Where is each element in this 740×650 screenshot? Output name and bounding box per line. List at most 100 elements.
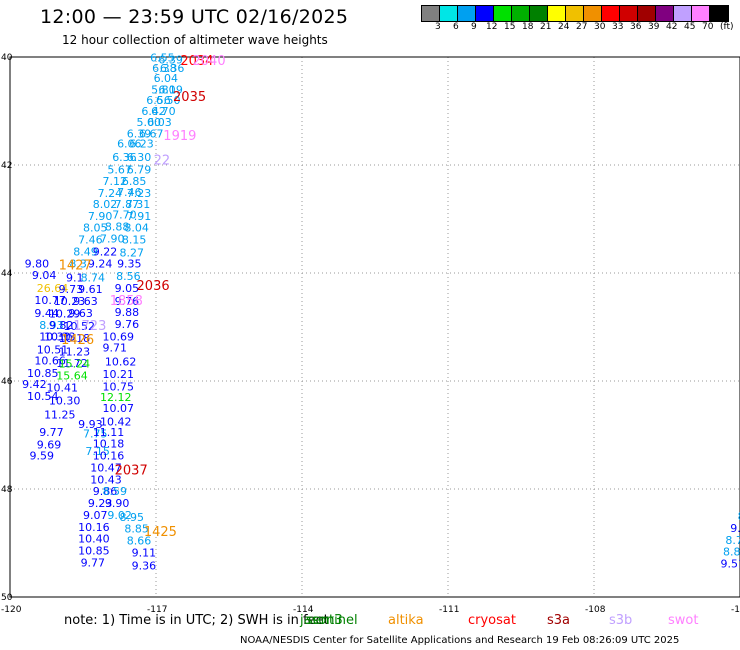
pass-time-label: 2040	[193, 54, 226, 69]
color-swatch	[656, 6, 674, 21]
map-frame	[9, 56, 740, 598]
wave-height-value: 26.64	[37, 282, 68, 295]
wave-height-value: 9.13	[730, 522, 740, 535]
mission-legend: jason3 sentinel altika cryosat s3a s3b swot	[0, 613, 740, 629]
wave-height-value: 8.56	[116, 270, 140, 283]
color-scale-label: 45	[684, 22, 696, 32]
pass-time-label: 2034	[180, 54, 213, 69]
color-swatch	[494, 6, 512, 21]
wave-height-value: 10.66	[34, 354, 65, 367]
wave-height-value: 8.84	[723, 546, 740, 559]
wave-height-value: 8.49	[73, 245, 98, 258]
wave-height-value: 6.30	[127, 151, 152, 164]
wave-height-value: 9.71	[102, 342, 127, 355]
wave-height-value: 7.31	[126, 198, 150, 211]
wave-height-value: 9.02	[107, 509, 132, 522]
longitude-tick-label: -111	[439, 605, 459, 615]
wave-height-value: 11.11	[93, 426, 125, 439]
wave-height-value: 10.47	[90, 461, 122, 474]
mission-legend-s3b: s3b	[609, 613, 633, 628]
wave-height-value: 7.12	[102, 175, 127, 188]
wave-height-value: 6.38	[152, 62, 177, 75]
pass-time-label: 1426	[61, 333, 94, 348]
color-swatch	[638, 6, 656, 21]
pass-time-label: 2035	[173, 90, 206, 105]
wave-height-value: 10.85	[27, 367, 59, 380]
wave-height-value: 7.90	[100, 232, 125, 245]
longitude-tick-label: -105	[731, 605, 740, 615]
wave-height-value: 10.33	[44, 331, 76, 344]
wave-height-value: 10.21	[102, 368, 134, 381]
wave-height-value: 9.86	[93, 485, 118, 498]
color-swatch	[602, 6, 620, 21]
wave-height-value: 8.93	[39, 319, 64, 332]
wave-height-value: 9.44	[34, 307, 59, 320]
wave-height-value: 9.59	[29, 450, 54, 463]
map-title: 12:00 — 23:59 UTC 02/16/2025	[40, 6, 349, 28]
footer-credit: NOAA/NESDIS Center for Satellite Applica…	[240, 635, 680, 646]
longitude-tick-label: -120	[1, 605, 22, 615]
wave-height-value: 7.15	[85, 445, 110, 458]
wave-height-value: 6.70	[151, 105, 176, 118]
mission-legend-cryosat: cryosat	[468, 613, 516, 628]
axis-ticks: -120 -117 -114 -111 -108 -105 40 42 44 46 48 50	[1, 53, 740, 615]
color-swatch	[710, 6, 728, 21]
mission-legend-s3a: s3a	[547, 613, 571, 628]
wave-height-value: 10.54	[27, 390, 59, 403]
wave-height-value: 8.02	[93, 198, 118, 211]
color-swatch	[692, 6, 710, 21]
wave-height-value: 10.30	[39, 331, 70, 344]
wave-height-value: 6.79	[127, 163, 152, 176]
wave-height-value: 10.62	[105, 356, 136, 369]
wave-height-value: 8.80	[738, 510, 740, 523]
wave-height-value: 9.77	[81, 556, 106, 569]
color-swatch	[512, 6, 530, 21]
wave-height-color-scale	[421, 5, 729, 22]
wave-height-value: 9.69	[37, 439, 62, 452]
wave-height-value: 8.88	[105, 221, 129, 234]
wave-height-value: 10.16	[78, 521, 110, 534]
pass-time-label: 2037	[115, 464, 148, 479]
color-scale-label: 15	[504, 22, 516, 32]
color-scale-label: (ft)	[720, 22, 734, 32]
wave-height-value: 9.63	[73, 295, 98, 308]
wave-height-value: 8.04	[124, 222, 149, 235]
color-scale-label: 39	[648, 22, 660, 32]
mission-legend-altika: altika	[388, 613, 424, 628]
latitude-tick-label: 46	[1, 377, 13, 387]
wave-height-value: 10.23	[54, 295, 86, 308]
color-swatch	[458, 6, 476, 21]
wave-height-value: 8.05	[83, 222, 108, 235]
pass-time-label: 2036	[137, 279, 170, 294]
wave-height-value: 8.95	[120, 511, 145, 524]
wave-height-value: 9.61	[78, 283, 103, 296]
wave-height-value: 9.36	[132, 560, 157, 573]
wave-height-value: 9.05	[115, 282, 140, 295]
wave-height-value: 10.41	[47, 381, 79, 394]
wave-height-value: 6.39	[158, 54, 183, 67]
wave-height-value: 10.18	[93, 438, 125, 451]
wave-height-value: 6.36	[160, 62, 185, 75]
wave-height-value: 6.36	[112, 151, 137, 164]
wave-height-value: 6.50	[156, 94, 181, 107]
wave-height-value: 10.75	[102, 380, 134, 393]
mission-legend-jason3: jason3	[300, 613, 343, 628]
wave-height-value: 9.1	[66, 271, 84, 284]
wave-height-value: 10.51	[37, 344, 68, 357]
wave-height-value: 9.63	[68, 307, 93, 320]
color-swatch	[674, 6, 692, 21]
wave-height-value: 7.75	[83, 427, 108, 440]
wave-height-value: 11.23	[59, 345, 91, 358]
pass-time-label: 1723	[73, 319, 106, 334]
wave-height-value: 9.07	[83, 509, 108, 522]
wave-height-value: 10.07	[102, 402, 134, 415]
wave-height-value: 7.91	[127, 210, 152, 223]
wave-height-value: 6.42	[141, 105, 166, 118]
color-scale-label: 36	[630, 22, 642, 32]
pass-time-label: 1858	[110, 294, 143, 309]
latitude-tick-label: 44	[1, 269, 13, 279]
wave-height-value: 6.56	[146, 94, 171, 107]
wave-height-value: 8.15	[122, 234, 147, 247]
wave-height-value: 9.24	[88, 257, 113, 270]
wave-height-value: 10.85	[78, 545, 110, 558]
